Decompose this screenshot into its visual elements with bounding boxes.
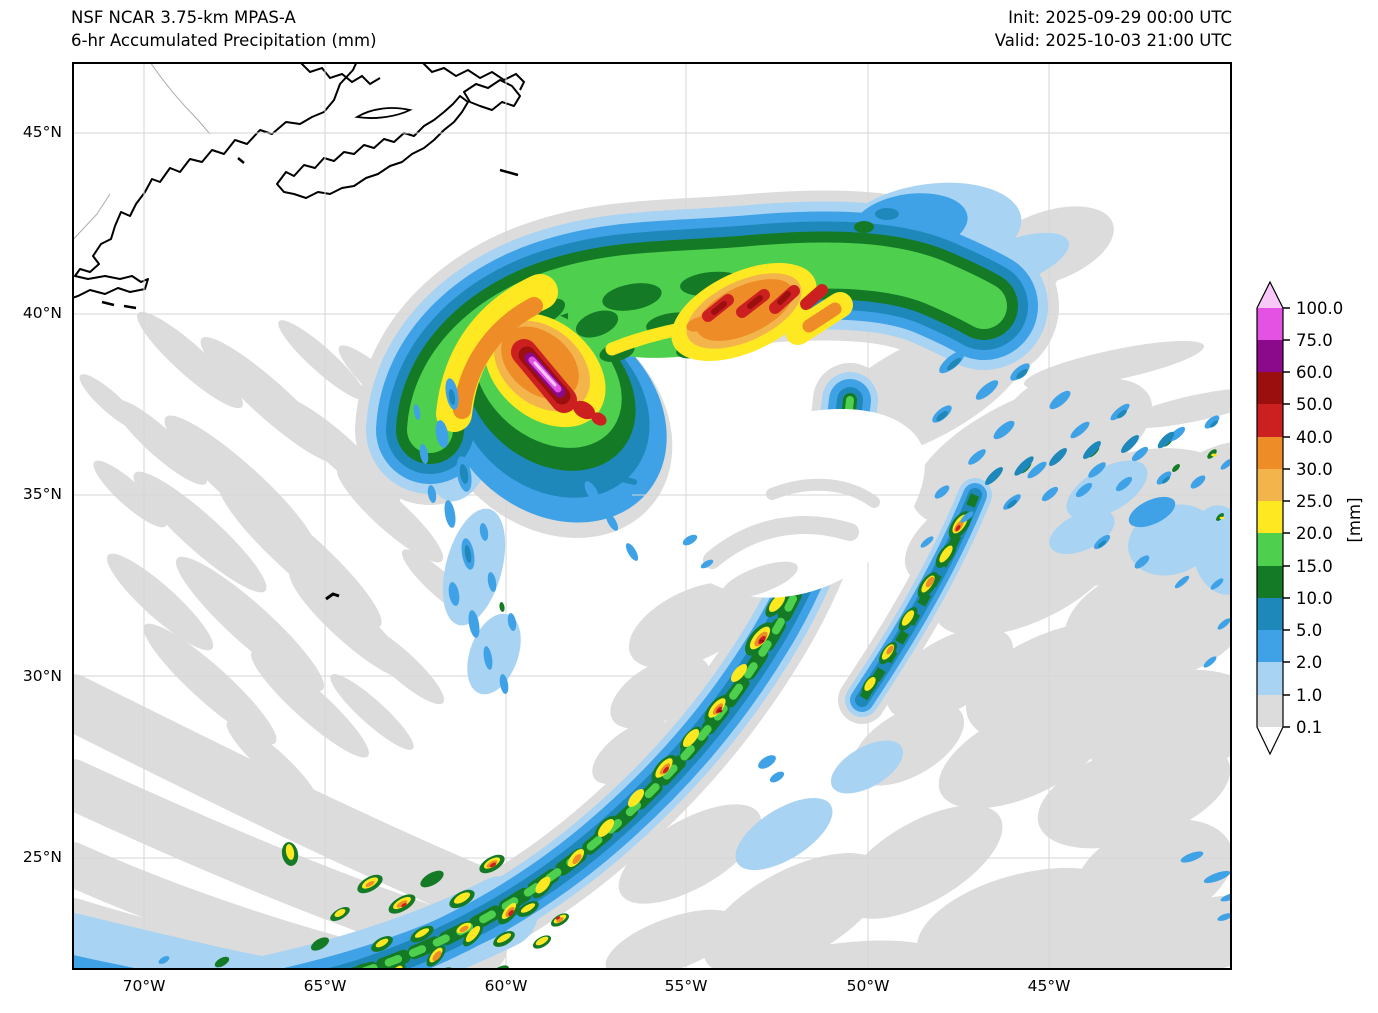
- mainland-fill: [72, 62, 357, 298]
- cbar-label: 60.0: [1296, 363, 1333, 382]
- colorbar: 100.0 75.0 60.0 50.0 40.0 30.0 25.0 20.0…: [1256, 280, 1364, 756]
- cbar-label: 0.1: [1296, 718, 1322, 737]
- x-tick-45w: 45°W: [1027, 977, 1071, 995]
- cbar-label: 2.0: [1296, 653, 1322, 672]
- sable-island: [499, 168, 519, 177]
- prince-edward-island: [354, 107, 413, 119]
- state-border: [149, 62, 211, 135]
- x-tick-60w: 60°W: [484, 977, 528, 995]
- y-tick-40n: 40°N: [22, 304, 62, 322]
- colorbar-segment: [1257, 662, 1283, 695]
- title-model: NSF NCAR 3.75-km MPAS-A: [71, 8, 296, 27]
- colorbar-segment: [1257, 437, 1283, 469]
- y-tick-45n: 45°N: [22, 123, 62, 141]
- cbar-label: 10.0: [1296, 589, 1333, 608]
- x-tick-65w: 65°W: [303, 977, 347, 995]
- precip-pink-core: [533, 361, 557, 387]
- colorbar-segment: [1257, 501, 1283, 533]
- colorbar-segment: [1257, 695, 1283, 727]
- init-time: Init: 2025-09-29 00:00 UTC: [1008, 8, 1232, 27]
- axes-frame: [72, 62, 1232, 970]
- colorbar-ticks: [1283, 307, 1290, 728]
- colorbar-under-arrow: [1257, 727, 1283, 754]
- colorbar-segment: [1257, 372, 1283, 404]
- gulf-coast-1: [299, 62, 381, 86]
- mainland-coastline: [72, 62, 358, 300]
- colorbar-over-arrow: [1257, 282, 1283, 308]
- valid-time: Valid: 2025-10-03 21:00 UTC: [994, 31, 1232, 50]
- small-islands: [101, 157, 245, 310]
- colorbar-segment: [1257, 404, 1283, 437]
- scattered-cells-teal: [448, 357, 1219, 563]
- plot-title: NSF NCAR 3.75-km MPAS-A 6-hr Accumulated …: [71, 6, 377, 52]
- cbar-label: 5.0: [1296, 621, 1322, 640]
- y-tick-35n: 35°N: [22, 485, 62, 503]
- state-border-2: [72, 193, 111, 242]
- cyclone-eye: [632, 409, 925, 606]
- x-tick-50w: 50°W: [846, 977, 890, 995]
- colorbar-unit-label: [mm]: [1345, 497, 1364, 542]
- title-product: 6-hr Accumulated Precipitation (mm): [71, 31, 377, 50]
- cbar-label: 25.0: [1296, 492, 1333, 511]
- cbar-label: 40.0: [1296, 428, 1333, 447]
- colorbar-segment: [1257, 340, 1283, 372]
- cbar-label: 20.0: [1296, 524, 1333, 543]
- cbar-label: 15.0: [1296, 557, 1333, 576]
- map-plot: [72, 62, 1232, 970]
- colorbar-tick-labels: 100.0 75.0 60.0 50.0 40.0 30.0 25.0 20.0…: [1296, 299, 1343, 737]
- cbar-label: 50.0: [1296, 395, 1333, 414]
- cbar-label: 75.0: [1296, 331, 1333, 350]
- colorbar-segment: [1257, 630, 1283, 662]
- colorbar-segment: [1257, 533, 1283, 566]
- colorbar-segment: [1257, 308, 1283, 340]
- colorbar-segment: [1257, 566, 1283, 598]
- x-tick-55w: 55°W: [664, 977, 708, 995]
- y-tick-30n: 30°N: [22, 667, 62, 685]
- cbar-label: 1.0: [1296, 686, 1322, 705]
- island-marks: [325, 168, 519, 601]
- plot-times: Init: 2025-09-29 00:00 UTC Valid: 2025-10…: [995, 6, 1232, 52]
- cbar-label: 100.0: [1296, 299, 1343, 318]
- precip-layer: [72, 168, 1232, 970]
- cbar-label: 30.0: [1296, 460, 1333, 479]
- gulf-coast-2: [421, 62, 526, 91]
- y-tick-25n: 25°N: [22, 848, 62, 866]
- colorbar-segment: [1257, 598, 1283, 630]
- x-tick-70w: 70°W: [122, 977, 166, 995]
- colorbar-segment: [1257, 469, 1283, 501]
- bermuda: [325, 592, 340, 601]
